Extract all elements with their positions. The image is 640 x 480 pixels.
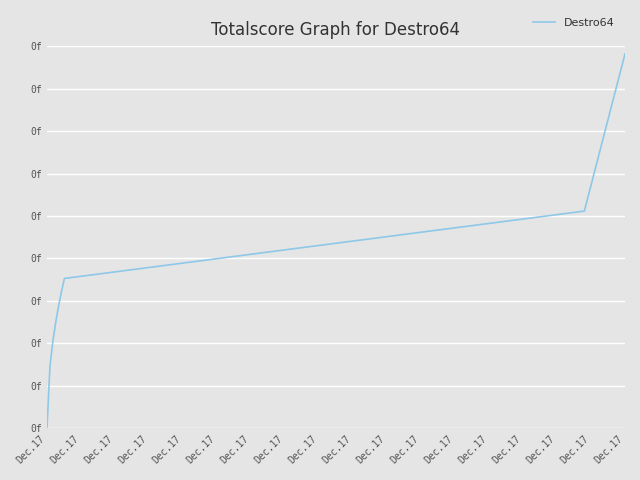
Destro64: [572, 209, 579, 215]
Line: Destro64: Destro64: [47, 54, 625, 428]
Title: Totalscore Graph for Destro64: Totalscore Graph for Destro64: [211, 21, 461, 39]
Destro64: [78, 273, 86, 279]
Destro64: [592, 163, 600, 169]
Destro64: [197, 258, 205, 264]
Legend: Destro64: Destro64: [529, 14, 620, 33]
Destro64: [150, 264, 158, 270]
Destro64: [621, 51, 629, 57]
Destro64: [67, 275, 74, 281]
Destro64: [43, 425, 51, 431]
